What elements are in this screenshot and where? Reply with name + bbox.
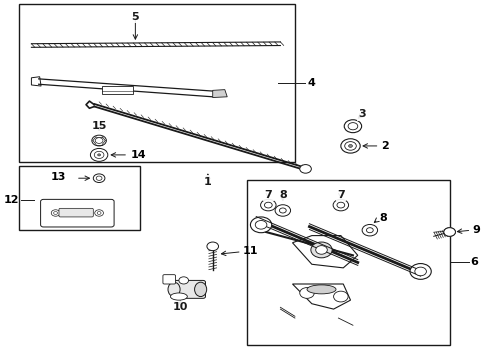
Circle shape <box>54 212 58 215</box>
Circle shape <box>362 225 377 236</box>
Circle shape <box>315 246 326 254</box>
Text: 11: 11 <box>243 246 258 256</box>
Text: 2: 2 <box>380 141 388 151</box>
Circle shape <box>344 120 361 133</box>
Circle shape <box>348 144 352 147</box>
Polygon shape <box>212 90 227 98</box>
Ellipse shape <box>306 285 335 294</box>
Circle shape <box>344 141 356 150</box>
Circle shape <box>443 228 454 236</box>
Text: 3: 3 <box>358 109 366 120</box>
Bar <box>246 180 448 345</box>
Text: 6: 6 <box>469 257 477 267</box>
Circle shape <box>179 277 188 284</box>
Circle shape <box>340 139 360 153</box>
Polygon shape <box>292 235 357 268</box>
Circle shape <box>333 291 347 302</box>
Ellipse shape <box>194 282 206 297</box>
Circle shape <box>93 174 105 183</box>
FancyBboxPatch shape <box>59 208 93 217</box>
Circle shape <box>409 264 430 279</box>
Circle shape <box>310 242 331 258</box>
Circle shape <box>347 123 357 130</box>
Circle shape <box>275 205 290 216</box>
Circle shape <box>95 138 103 143</box>
Circle shape <box>90 148 107 161</box>
Bar <box>102 86 133 94</box>
Circle shape <box>260 199 276 211</box>
Circle shape <box>206 242 218 251</box>
Circle shape <box>94 151 104 158</box>
Text: 5: 5 <box>131 12 139 22</box>
Circle shape <box>51 210 60 216</box>
Text: 13: 13 <box>51 172 66 183</box>
Text: 7: 7 <box>336 190 344 200</box>
Circle shape <box>299 165 311 173</box>
Text: 15: 15 <box>91 121 106 131</box>
Polygon shape <box>31 77 41 86</box>
Ellipse shape <box>170 293 187 300</box>
Circle shape <box>443 228 454 236</box>
Circle shape <box>414 267 426 276</box>
Circle shape <box>336 202 344 208</box>
FancyBboxPatch shape <box>41 199 114 227</box>
Circle shape <box>332 199 348 211</box>
Text: 9: 9 <box>472 225 480 235</box>
Ellipse shape <box>168 282 180 297</box>
FancyBboxPatch shape <box>163 275 175 284</box>
Circle shape <box>366 228 372 233</box>
Text: 14: 14 <box>130 150 146 160</box>
Bar <box>20 166 140 230</box>
Text: 1: 1 <box>203 177 211 187</box>
FancyBboxPatch shape <box>171 280 205 298</box>
Bar <box>20 4 294 162</box>
Circle shape <box>92 135 106 146</box>
Text: 10: 10 <box>172 302 187 312</box>
Circle shape <box>264 202 272 208</box>
Circle shape <box>95 210 103 216</box>
Text: 12: 12 <box>4 195 20 205</box>
Text: 8: 8 <box>379 213 386 223</box>
Circle shape <box>299 288 314 298</box>
Circle shape <box>96 176 102 180</box>
Circle shape <box>255 221 266 229</box>
Circle shape <box>279 208 285 213</box>
Text: 4: 4 <box>306 78 314 88</box>
Text: 8: 8 <box>278 190 286 200</box>
Circle shape <box>250 217 271 233</box>
Circle shape <box>98 154 101 156</box>
Polygon shape <box>292 284 350 309</box>
Text: 7: 7 <box>264 190 272 200</box>
Circle shape <box>97 212 101 215</box>
